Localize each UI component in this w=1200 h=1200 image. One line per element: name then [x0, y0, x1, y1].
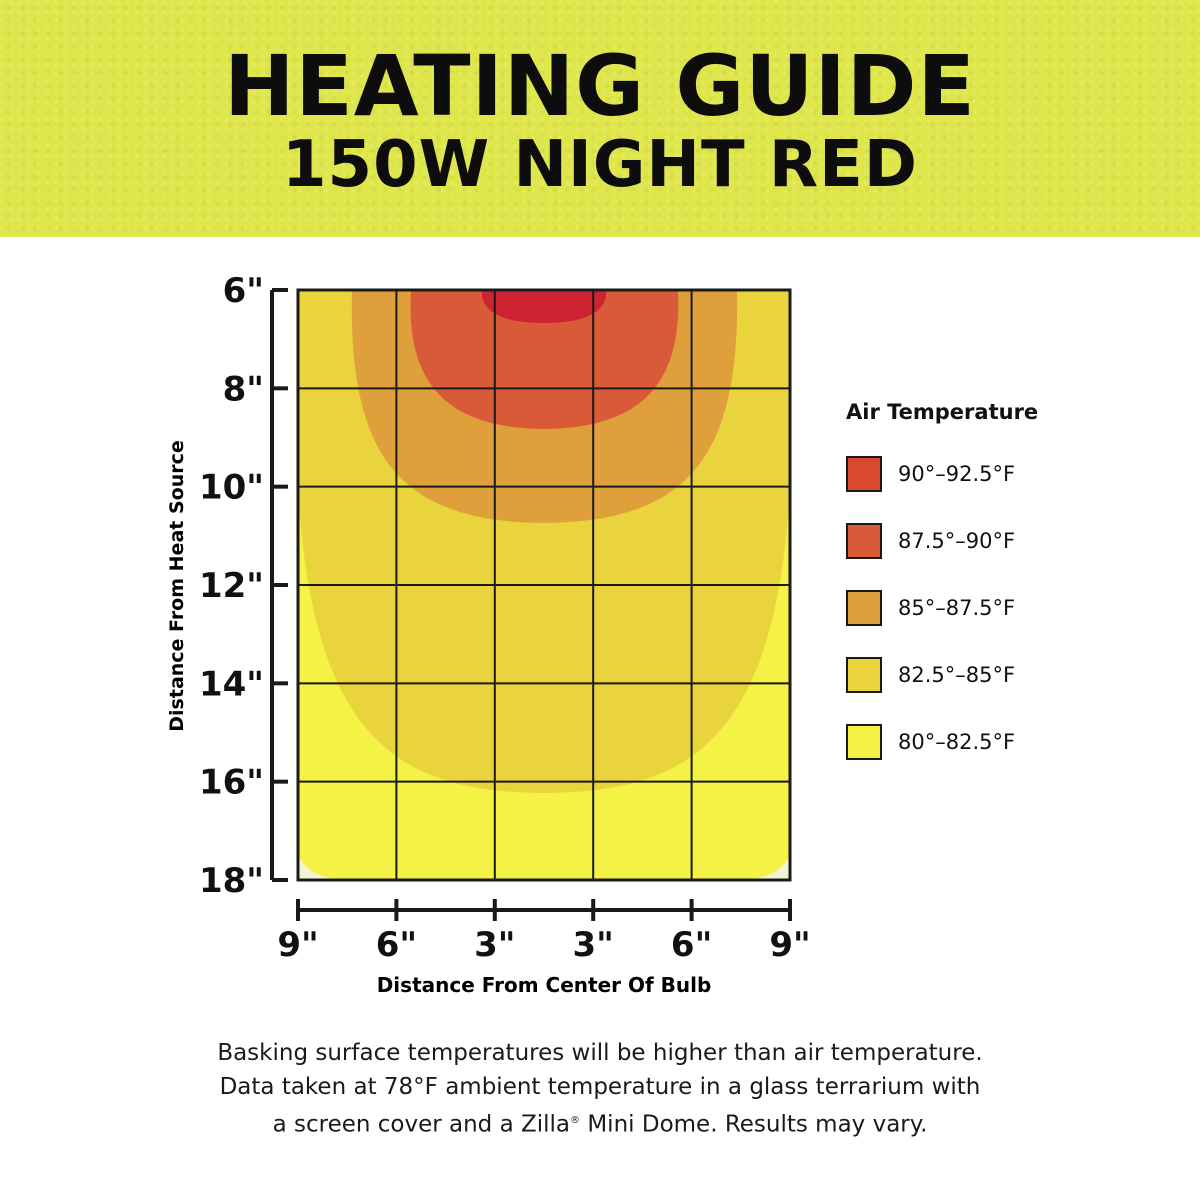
legend-swatch [846, 456, 882, 492]
chart-grid [296, 288, 792, 882]
header-banner: HEATING GUIDE 150W NIGHT RED [0, 0, 1200, 237]
footnote-line-3-a: a screen cover and a Zilla [272, 1111, 571, 1138]
footnote-line-2: Data taken at 78°F ambient temperature i… [219, 1074, 981, 1100]
footnote-line-3: a screen cover and a Zilla® Mini Dome. R… [150, 1104, 1050, 1142]
x-tick-label: 6" [376, 925, 417, 965]
y-tick-label: 18" [199, 861, 264, 901]
page-title: HEATING GUIDE [224, 37, 976, 135]
heatmap-chart: 6" 8" 10" 12" 14" 16" 18" 9" 6" 3" 3" 6" 9" Distanc… [166, 271, 811, 997]
zone-87-5-90 [410, 290, 679, 429]
page-subtitle: 150W NIGHT RED [282, 128, 918, 202]
x-axis: 9" 6" 3" 3" 6" 9" [277, 899, 811, 965]
plot-border [296, 288, 792, 882]
legend-items: 90°–92.5°F 87.5°–90°F 85°–87.5°F 82.5°–85°F… [846, 454, 1086, 762]
x-tick-label: 9" [277, 925, 318, 965]
legend-label: 80°–82.5°F [898, 730, 1016, 754]
banner-texture [0, 0, 1200, 237]
x-axis-label: Distance From Center Of Bulb [377, 973, 712, 997]
legend-swatch [846, 590, 882, 626]
y-tick-label: 8" [223, 369, 264, 409]
y-tick-label: 6" [223, 271, 264, 311]
footnote-line-1: Basking surface temperatures will be hig… [217, 1040, 983, 1066]
zone-corner-right [748, 855, 790, 880]
legend-label: 90°–92.5°F [898, 462, 1016, 486]
legend-swatch [846, 724, 882, 760]
y-axis-label: Distance From Heat Source [166, 440, 188, 731]
legend: Air Temperature 90°–92.5°F 87.5°–90°F 85°–… [846, 400, 1086, 789]
legend-title: Air Temperature [846, 400, 1039, 424]
legend-item: 82.5°–85°F [846, 655, 1086, 695]
x-tick-label: 9" [769, 925, 810, 965]
footnote-line-3-b: Mini Dome. Results may vary. [580, 1111, 928, 1138]
legend-swatch [846, 523, 882, 559]
registered-mark: ® [570, 1115, 581, 1126]
legend-label: 85°–87.5°F [898, 596, 1016, 620]
zone-corner-left [298, 855, 340, 880]
x-tick-label: 3" [474, 925, 515, 965]
legend-swatch [846, 657, 882, 693]
y-axis: 6" 8" 10" 12" 14" 16" 18" [199, 271, 288, 901]
y-tick-label: 12" [199, 566, 264, 606]
legend-label: 82.5°–85°F [898, 663, 1016, 687]
legend-item: 80°–82.5°F [846, 722, 1086, 762]
x-tick-label: 6" [671, 925, 712, 965]
y-tick-label: 16" [199, 763, 264, 803]
y-tick-label: 10" [199, 468, 264, 508]
y-tick-label: 14" [199, 664, 264, 704]
x-tick-label: 3" [573, 925, 614, 965]
legend-label: 87.5°–90°F [898, 529, 1016, 553]
zone-hotspot [481, 290, 607, 323]
legend-item: 90°–92.5°F [846, 454, 1086, 494]
legend-item: 85°–87.5°F [846, 588, 1086, 628]
legend-item: 87.5°–90°F [846, 521, 1086, 561]
footnote: Basking surface temperatures will be hig… [150, 1036, 1050, 1142]
